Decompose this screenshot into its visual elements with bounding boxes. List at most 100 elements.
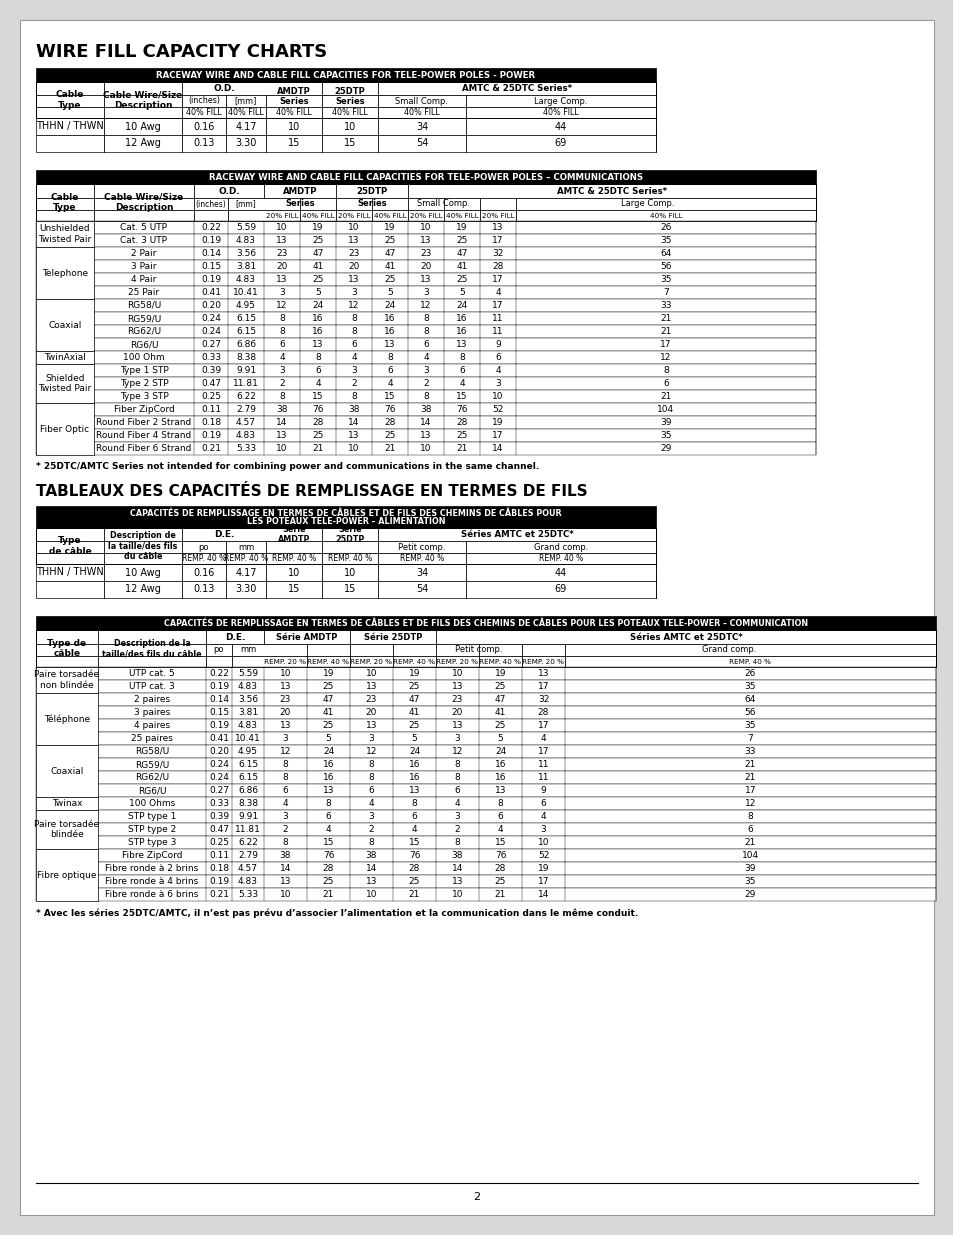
Text: 41: 41 (495, 708, 506, 718)
Text: 21: 21 (409, 890, 419, 899)
Bar (36, 364, 94, 403)
Text: 4.95: 4.95 (235, 301, 255, 310)
Text: 10: 10 (365, 669, 376, 678)
Text: 16: 16 (408, 760, 420, 769)
Text: 0.20: 0.20 (201, 301, 221, 310)
Text: 0.41: 0.41 (209, 734, 229, 743)
Text: 20: 20 (420, 262, 432, 270)
Text: 8: 8 (423, 314, 429, 324)
Text: 10: 10 (452, 669, 463, 678)
Text: * Avec les séries 25DTC/AMTC, il n’est pas prévu d’associer l’alimentation et la: * Avec les séries 25DTC/AMTC, il n’est p… (36, 909, 638, 919)
Text: 6.15: 6.15 (235, 314, 255, 324)
Text: 24: 24 (456, 301, 467, 310)
Text: 8: 8 (279, 391, 285, 401)
Text: 10 Awg: 10 Awg (125, 568, 161, 578)
Text: 6: 6 (387, 366, 393, 375)
Text: 0.19: 0.19 (201, 275, 221, 284)
Text: 76: 76 (456, 405, 467, 414)
Text: 10: 10 (343, 121, 355, 131)
Bar (36, 848, 98, 902)
Text: AMDTP: AMDTP (282, 186, 317, 195)
Text: 6: 6 (411, 811, 416, 821)
Text: REMP. 40 %: REMP. 40 % (272, 555, 315, 563)
Bar (36, 693, 935, 706)
Text: 4.83: 4.83 (237, 721, 257, 730)
Text: RG59/U: RG59/U (127, 314, 161, 324)
Text: REMP. 40 %: REMP. 40 % (479, 658, 521, 664)
Text: 8: 8 (423, 391, 429, 401)
Bar (36, 273, 815, 287)
Text: RACEWAY WIRE AND CABLE FILL CAPACITIES FOR TELE-POWER POLES - POWER: RACEWAY WIRE AND CABLE FILL CAPACITIES F… (156, 70, 535, 79)
Text: 12: 12 (365, 747, 376, 756)
Text: 56: 56 (744, 708, 756, 718)
Text: 5.33: 5.33 (237, 890, 258, 899)
Text: 3: 3 (423, 288, 429, 296)
Text: 8: 8 (351, 327, 356, 336)
Text: 4: 4 (368, 799, 374, 808)
Text: 100 Ohm: 100 Ohm (123, 353, 165, 362)
Text: 41: 41 (384, 262, 395, 270)
Text: 8: 8 (368, 839, 374, 847)
Text: po: po (198, 542, 209, 552)
Text: 14: 14 (348, 417, 359, 427)
Bar (36, 719, 935, 732)
Text: 25: 25 (384, 275, 395, 284)
Text: * 25DTC/AMTC Series not intended for combining power and communications in the s: * 25DTC/AMTC Series not intended for com… (36, 462, 538, 471)
Text: 0.16: 0.16 (193, 121, 214, 131)
Text: Series: Series (285, 200, 314, 209)
Text: Fibre ronde à 6 brins: Fibre ronde à 6 brins (105, 890, 198, 899)
Text: 16: 16 (384, 314, 395, 324)
Text: 0.24: 0.24 (209, 760, 229, 769)
Text: 25: 25 (409, 721, 419, 730)
Text: 28: 28 (384, 417, 395, 427)
Text: 12: 12 (452, 747, 463, 756)
Text: 9: 9 (540, 785, 546, 795)
Text: 21: 21 (744, 839, 756, 847)
Bar (36, 170, 815, 184)
Text: 5.59: 5.59 (235, 224, 255, 232)
Text: 35: 35 (744, 877, 756, 885)
Text: Cat. 5 UTP: Cat. 5 UTP (120, 224, 168, 232)
Text: 0.25: 0.25 (201, 391, 221, 401)
Text: 12: 12 (276, 301, 288, 310)
Text: 34: 34 (416, 121, 428, 131)
Text: 16: 16 (408, 773, 420, 782)
Bar (36, 312, 815, 325)
Text: TwinAxial: TwinAxial (44, 353, 86, 362)
Text: 20: 20 (365, 708, 376, 718)
Text: 15: 15 (408, 839, 420, 847)
Bar (36, 351, 815, 364)
Text: 10: 10 (365, 890, 376, 899)
Text: Série
AMDTP: Série AMDTP (277, 525, 310, 545)
Text: 0.13: 0.13 (193, 138, 214, 148)
Text: 5: 5 (314, 288, 320, 296)
Text: 21: 21 (659, 391, 671, 401)
Text: 14: 14 (276, 417, 288, 427)
Bar (36, 745, 935, 758)
Text: 0.27: 0.27 (209, 785, 229, 795)
Text: 23: 23 (365, 695, 376, 704)
Text: 28: 28 (495, 864, 506, 873)
Bar (36, 403, 815, 416)
Text: 3.81: 3.81 (237, 708, 258, 718)
Text: 0.18: 0.18 (209, 864, 229, 873)
Text: 15: 15 (322, 839, 334, 847)
Text: Fiber Optic: Fiber Optic (40, 425, 90, 433)
Text: 13: 13 (492, 224, 503, 232)
Text: 19: 19 (495, 669, 506, 678)
Text: Série
25DTP: Série 25DTP (335, 525, 364, 545)
Text: 25: 25 (456, 275, 467, 284)
Text: 4.17: 4.17 (235, 121, 256, 131)
Text: 0.24: 0.24 (201, 314, 221, 324)
Text: mm: mm (239, 646, 255, 655)
Bar (36, 784, 935, 797)
Text: 32: 32 (537, 695, 549, 704)
Text: UTP cat. 5: UTP cat. 5 (129, 669, 174, 678)
Text: 6: 6 (458, 366, 464, 375)
Bar (36, 693, 98, 745)
Text: 11: 11 (537, 773, 549, 782)
Text: 38: 38 (279, 851, 291, 860)
Text: 10: 10 (348, 445, 359, 453)
Bar (36, 667, 935, 680)
Text: 16: 16 (495, 773, 506, 782)
